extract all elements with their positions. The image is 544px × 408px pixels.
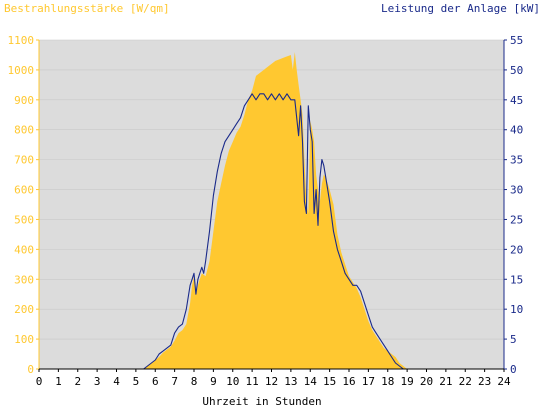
y-right-ticks: 0 5 10 15 20 25 30 35 40 45 50 55	[504, 34, 523, 376]
x-tick-label: 16	[342, 375, 355, 388]
y-right-tick-label: 5	[510, 333, 517, 346]
x-tick-label: 15	[323, 375, 336, 388]
y-left-tick-label: 900	[14, 94, 34, 107]
y-left-tick-label: 300	[14, 273, 34, 286]
y-left-tick-label: 200	[14, 303, 34, 316]
x-tick-label: 7	[171, 375, 178, 388]
x-tick-label: 13	[284, 375, 297, 388]
y-left-tick-label: 500	[14, 213, 34, 226]
x-tick-label: 21	[439, 375, 452, 388]
x-tick-label: 22	[459, 375, 472, 388]
x-tick-label: 1	[55, 375, 62, 388]
x-tick-label: 18	[381, 375, 394, 388]
y-right-tick-label: 40	[510, 124, 523, 137]
y-left-tick-label: 700	[14, 154, 34, 167]
y-left-tick-label: 400	[14, 243, 34, 256]
y-right-tick-label: 30	[510, 184, 523, 197]
y-left-tick-label: 600	[14, 184, 34, 197]
x-tick-label: 8	[191, 375, 198, 388]
x-tick-label: 0	[36, 375, 43, 388]
x-tick-label: 9	[210, 375, 217, 388]
x-tick-label: 23	[478, 375, 491, 388]
x-tick-label: 10	[226, 375, 239, 388]
x-tick-label: 12	[265, 375, 278, 388]
y-left-tick-label: 800	[14, 124, 34, 137]
y-left-tick-label: 1100	[8, 34, 35, 47]
title-right: Leistung der Anlage [kW]	[381, 2, 540, 15]
x-ticks: 0 1 2 3 4 5 6 7 8 9 10 11 12 13 14 15 16 17 18 19 20 21 22 23 24	[36, 369, 511, 388]
y-right-tick-label: 50	[510, 64, 523, 77]
y-right-tick-label: 35	[510, 154, 523, 167]
x-axis-label: Uhrzeit in Stunden	[202, 395, 321, 408]
x-tick-label: 3	[94, 375, 101, 388]
y-right-tick-label: 25	[510, 213, 523, 226]
y-right-tick-label: 20	[510, 243, 523, 256]
y-left-tick-label: 100	[14, 333, 34, 346]
y-left-tick-label: 1000	[8, 64, 35, 77]
x-tick-label: 5	[133, 375, 140, 388]
x-tick-label: 24	[497, 375, 511, 388]
x-tick-label: 2	[74, 375, 81, 388]
y-right-tick-label: 15	[510, 273, 523, 286]
x-tick-label: 20	[420, 375, 433, 388]
irradiance-area	[39, 52, 504, 369]
x-tick-label: 19	[401, 375, 414, 388]
power-line	[39, 93, 504, 370]
x-tick-label: 6	[152, 375, 159, 388]
y-right-tick-label: 45	[510, 94, 523, 107]
y-left-tick-label: 0	[27, 363, 34, 376]
y-right-tick-label: 10	[510, 303, 523, 316]
x-tick-label: 11	[246, 375, 259, 388]
x-tick-label: 14	[304, 375, 318, 388]
y-right-tick-label: 0	[510, 363, 517, 376]
y-left-ticks: 0 100 200 300 400 500 600 700 800 900 1000 1100	[8, 34, 39, 376]
title-left: Bestrahlungsstärke [W/qm]	[4, 2, 170, 15]
x-tick-label: 4	[113, 375, 120, 388]
y-right-tick-label: 55	[510, 34, 523, 47]
x-tick-label: 17	[362, 375, 375, 388]
